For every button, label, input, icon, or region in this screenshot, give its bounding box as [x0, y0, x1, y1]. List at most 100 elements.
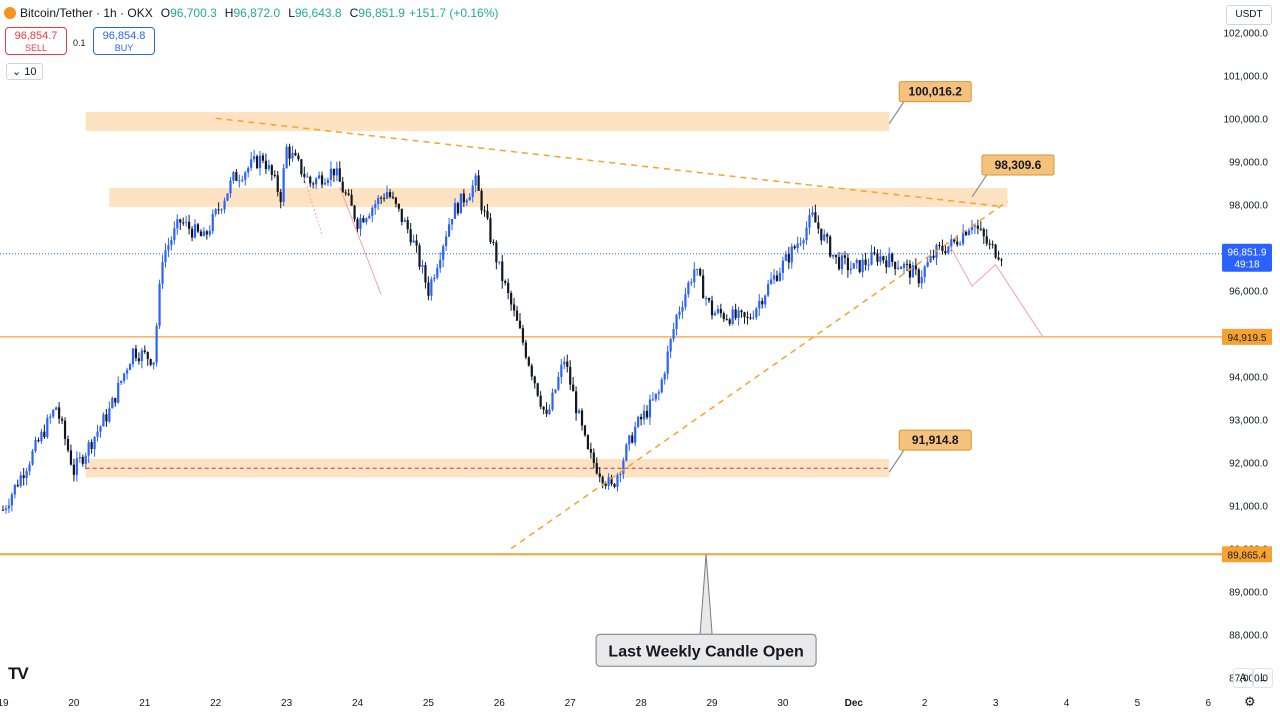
candle-body: [7, 505, 11, 509]
candle-body: [702, 275, 705, 299]
currency-selector[interactable]: USDT: [1226, 5, 1272, 25]
candle-body: [569, 366, 572, 385]
candle-body: [205, 231, 208, 235]
candle-body: [699, 268, 702, 276]
candle-body: [131, 348, 135, 365]
candle-body: [459, 193, 462, 214]
candle-body: [202, 231, 205, 237]
ascending-trendline[interactable]: [510, 200, 1008, 550]
candle-body: [950, 239, 953, 247]
price-line-label: 94,919.5: [1228, 333, 1267, 344]
candle-body: [125, 370, 129, 374]
candle-body: [563, 361, 566, 365]
candle-body: [781, 260, 784, 273]
symbol-title[interactable]: Bitcoin/Tether · 1h · OKX: [20, 6, 153, 20]
candle-body: [654, 393, 657, 400]
candle-body: [926, 261, 929, 267]
candle-body: [769, 279, 773, 285]
x-tick-label: 24: [352, 698, 364, 709]
candle-body: [16, 484, 19, 487]
candle-body: [288, 146, 291, 159]
candle-body: [849, 268, 852, 271]
sell-button[interactable]: 96,854.7 SELL: [5, 27, 67, 55]
candle-body: [704, 298, 708, 300]
candle-body: [40, 431, 43, 442]
y-tick-label: 96,000.0: [1229, 286, 1268, 297]
candle-body: [377, 197, 380, 205]
buy-button[interactable]: 96,854.8 BUY: [93, 27, 155, 55]
candle-body: [347, 193, 350, 195]
candle-body: [93, 436, 96, 450]
x-tick-label: 5: [1135, 698, 1141, 709]
candle-body: [397, 203, 400, 209]
high-value: 96,872.0: [233, 6, 281, 20]
candle-body: [365, 218, 368, 223]
supply-demand-zone-0[interactable]: [85, 111, 890, 132]
supply-demand-zone-1[interactable]: [109, 188, 1008, 207]
annotation-box[interactable]: [595, 633, 817, 667]
candle-body: [120, 380, 123, 383]
candle-body: [693, 269, 696, 283]
log-scale-button[interactable]: L: [1253, 668, 1273, 688]
level-callout[interactable]: [898, 429, 972, 451]
candle-body: [164, 250, 167, 263]
x-tick-label: 26: [494, 698, 506, 709]
candle-body: [586, 435, 590, 449]
candle-body: [888, 253, 891, 268]
candle-body: [560, 364, 563, 378]
auto-scale-button[interactable]: A: [1233, 668, 1253, 688]
candle-body: [820, 228, 823, 241]
candle-body: [882, 256, 885, 261]
level-callout[interactable]: [898, 81, 972, 103]
level-callout[interactable]: [981, 154, 1055, 176]
candle-body: [415, 240, 418, 246]
candle-body: [846, 257, 849, 271]
candle-body: [997, 257, 1000, 260]
candle-body: [123, 373, 126, 381]
candle-body: [188, 221, 191, 229]
candle-body: [628, 435, 631, 445]
candle-body: [858, 260, 861, 273]
candle-body: [719, 308, 722, 314]
order-quantity[interactable]: 0.1: [73, 38, 86, 48]
sell-label: SELL: [24, 43, 48, 53]
candle-body: [551, 392, 554, 410]
candle-body: [764, 295, 767, 305]
y-tick-label: 93,000.0: [1229, 415, 1268, 426]
candle-body: [837, 257, 841, 270]
candle-body: [403, 220, 406, 222]
candle-body: [199, 231, 203, 237]
candle-body: [663, 373, 666, 380]
candle-body: [740, 310, 743, 313]
annotation-pointer: [699, 554, 713, 635]
candle-body: [474, 175, 477, 186]
candle-body: [450, 218, 454, 225]
y-tick-label: 101,000.0: [1224, 71, 1269, 82]
candle-body: [75, 458, 78, 475]
candle-body: [905, 263, 909, 265]
candle-body: [486, 210, 489, 219]
y-axis-panel[interactable]: [1222, 0, 1280, 712]
indicator-collapse-toggle[interactable]: ⌄ 10: [6, 63, 43, 80]
gear-icon[interactable]: ⚙: [1244, 694, 1256, 709]
candle-body: [320, 175, 324, 185]
low-label: L: [288, 6, 295, 20]
y-tick-label: 92,000.0: [1229, 458, 1268, 469]
candle-body: [25, 471, 28, 479]
candle-body: [583, 425, 587, 436]
candle-body: [796, 243, 799, 249]
candle-body: [255, 156, 259, 169]
candle-body: [885, 260, 888, 268]
candle-body: [498, 261, 501, 263]
low-value: 96,643.8: [294, 6, 342, 20]
y-tick-label: 88,000.0: [1229, 631, 1268, 642]
candle-body: [60, 418, 64, 421]
candle-body: [447, 224, 451, 237]
candle-body: [49, 416, 52, 419]
candle-body: [492, 241, 495, 243]
candle-body: [332, 168, 335, 176]
candle-body: [524, 342, 527, 358]
candle-body: [385, 192, 389, 199]
candle-body: [548, 409, 551, 414]
